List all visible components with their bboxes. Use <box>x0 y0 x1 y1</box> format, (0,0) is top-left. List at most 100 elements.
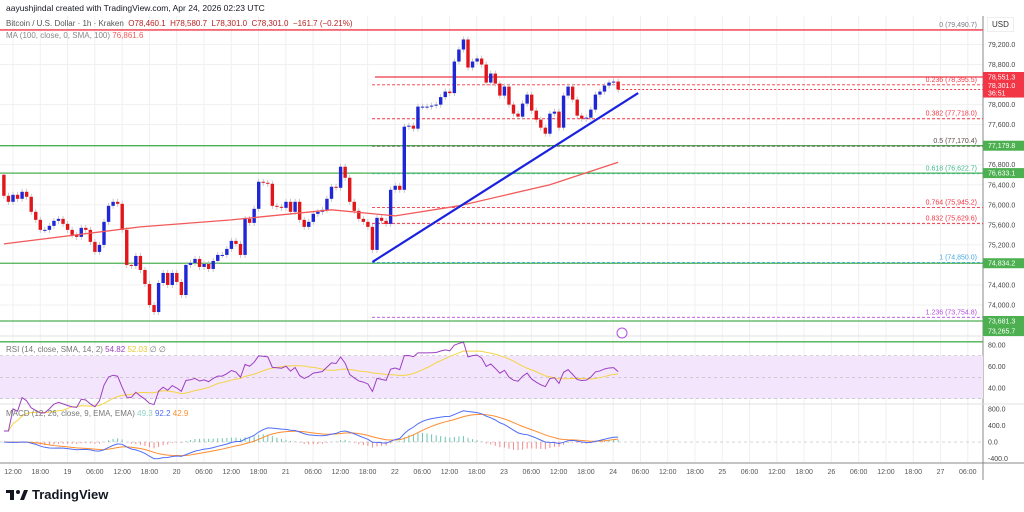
macd-hist-value: 49.3 <box>137 409 153 418</box>
candle-down <box>238 243 243 255</box>
macd-tick-label: 0.0 <box>988 440 998 447</box>
ma100-line <box>3 161 619 245</box>
candle-up <box>338 166 343 188</box>
x-tick-label: 12:00 <box>4 469 22 476</box>
candle-down <box>261 181 265 183</box>
candle-up <box>47 225 52 230</box>
tradingview-logo[interactable]: TradingView <box>6 487 108 502</box>
rsi-value: 54.82 <box>105 345 126 354</box>
candle-up <box>79 227 83 237</box>
candle-down <box>493 73 497 84</box>
candle-down <box>266 182 270 184</box>
candle-down <box>357 210 361 219</box>
currency-selector[interactable]: USD <box>987 17 1014 32</box>
price-tag <box>983 140 1024 151</box>
rsi-sma-line <box>3 350 619 432</box>
candle-up <box>325 198 329 210</box>
candle-down <box>530 94 534 111</box>
ma-legend[interactable]: MA (100, close, 0, SMA, 100) 76,861.6 <box>6 31 143 40</box>
candle-down <box>138 255 143 270</box>
candle-down <box>88 229 93 242</box>
ma-label: MA (100, close, 0, SMA, 100) <box>6 31 111 40</box>
candle-up <box>520 103 525 117</box>
brand-name: TradingView <box>32 487 109 502</box>
candle-down <box>516 113 520 117</box>
candle-down <box>279 206 284 208</box>
x-tick-label: 06:00 <box>523 469 541 476</box>
y-tick-label: 74,400.0 <box>988 282 1015 289</box>
rsi-tick-label: 60.00 <box>988 364 1006 371</box>
x-tick-label: 06:00 <box>741 469 759 476</box>
candle-up <box>170 272 174 285</box>
candle-up <box>184 264 188 295</box>
tradingview-logo-icon <box>6 489 28 500</box>
x-tick-label: 12:00 <box>877 469 895 476</box>
symbol-name[interactable]: Bitcoin / U.S. Dollar · 1h · Kraken <box>6 19 124 28</box>
candle-down <box>147 283 152 306</box>
candle-up <box>211 260 215 269</box>
price-tag-text: 73,265.7 <box>988 329 1015 336</box>
candle-up <box>439 97 443 105</box>
high-value: H78,580.7 <box>170 19 208 28</box>
macd-legend[interactable]: MACD (12, 26, close, 9, EMA, EMA) 49.3 9… <box>6 409 188 418</box>
candle-up <box>20 191 24 199</box>
x-tick-label: 24 <box>609 469 617 476</box>
price-tag-text: 78,551.3 <box>988 74 1015 81</box>
candle-up <box>106 205 111 222</box>
price-tag <box>983 71 1024 82</box>
candle-down <box>484 64 488 83</box>
candle-down <box>411 125 416 129</box>
x-tick-label: 25 <box>718 469 726 476</box>
candle-up <box>407 125 411 127</box>
fib-level-label: 1 (74,850.0) <box>939 254 977 261</box>
x-tick-label: 12:00 <box>550 469 568 476</box>
rsi-tick-label: 80.00 <box>988 343 1006 350</box>
x-tick-label: 18:00 <box>250 469 268 476</box>
y-tick-label: 78,800.0 <box>988 62 1015 69</box>
candle-down <box>570 86 575 100</box>
rsi-legend[interactable]: RSI (14, close, SMA, 14, 2) 54.82 52.03 … <box>6 345 166 354</box>
price-tag <box>983 326 1024 336</box>
price-tag <box>983 258 1024 269</box>
fib-level-label: 1.236 (73,754.8) <box>926 309 977 316</box>
x-tick-label: 27 <box>937 469 945 476</box>
candle-up <box>284 201 288 208</box>
last-price-tag <box>983 80 1024 98</box>
close-value: C78,301.0 <box>251 19 289 28</box>
candle-up <box>402 126 406 190</box>
candle-up <box>584 117 588 119</box>
ma-value: 76,861.6 <box>112 31 144 40</box>
candle-up <box>11 194 15 202</box>
candle-up <box>611 81 616 83</box>
candle-down <box>179 281 184 295</box>
x-tick-label: 06:00 <box>86 469 104 476</box>
candle-up <box>97 244 102 252</box>
y-tick-label: 79,200.0 <box>988 42 1015 49</box>
candle-up <box>434 104 438 106</box>
candle-down <box>498 83 502 96</box>
candle-up <box>102 221 106 245</box>
last-price-text: 78,301.0 <box>988 83 1015 90</box>
price-tag-text: 74,834.2 <box>988 261 1015 268</box>
x-tick-label: 21 <box>282 469 290 476</box>
candle-down <box>557 111 561 128</box>
candle-up <box>525 94 529 104</box>
y-tick-label: 78,000.0 <box>988 102 1015 109</box>
macd-signal-value: 42.9 <box>172 409 189 418</box>
y-tick-label: 75,200.0 <box>988 242 1015 249</box>
x-tick-label: 06:00 <box>850 469 868 476</box>
x-tick-label: 26 <box>828 469 836 476</box>
candle-down <box>143 269 147 284</box>
candle-up <box>161 272 165 283</box>
candle-down <box>152 305 156 313</box>
candle-down <box>580 115 584 119</box>
candle-up <box>598 91 602 95</box>
x-tick-label: 18:00 <box>141 469 159 476</box>
macd-signal-line <box>3 413 619 457</box>
candle-down <box>275 205 279 207</box>
candle-up <box>566 86 570 96</box>
candle-down <box>379 217 384 221</box>
candle-up <box>257 181 261 209</box>
candle-down <box>38 219 42 230</box>
